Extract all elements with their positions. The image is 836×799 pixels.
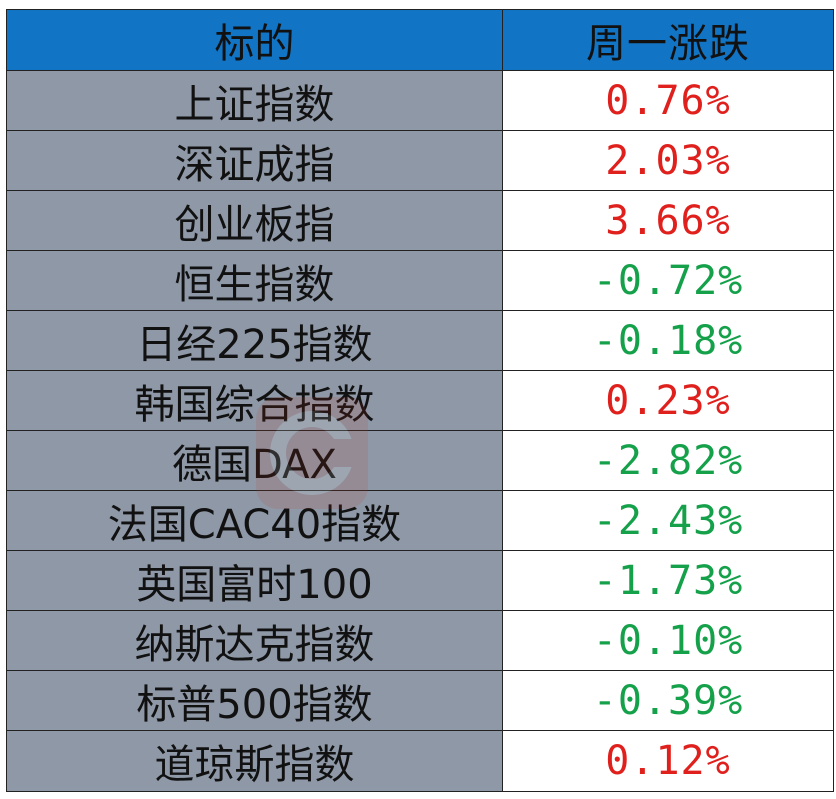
index-name-cell: 道琼斯指数 — [7, 731, 503, 791]
index-name-cell: 上证指数 — [7, 71, 503, 130]
change-value-cell: -2.43% — [503, 491, 833, 550]
index-name-cell: 德国DAX — [7, 431, 503, 490]
table-header-row: 标的 周一涨跌 — [7, 10, 833, 71]
change-value-cell: 0.76% — [503, 71, 833, 130]
table-row: 英国富时100 -1.73% — [7, 551, 833, 611]
change-value-cell: -0.10% — [503, 611, 833, 670]
index-name-cell: 韩国综合指数 — [7, 371, 503, 430]
change-value-cell: 0.12% — [503, 731, 833, 791]
table-row: 创业板指 3.66% — [7, 191, 833, 251]
change-value-cell: -2.82% — [503, 431, 833, 490]
index-name-cell: 深证成指 — [7, 131, 503, 190]
index-name-cell: 创业板指 — [7, 191, 503, 250]
table-row: 日经225指数 -0.18% — [7, 311, 833, 371]
change-value-cell: 3.66% — [503, 191, 833, 250]
table-row: 法国CAC40指数 -2.43% — [7, 491, 833, 551]
market-change-table: 标的 周一涨跌 上证指数 0.76% 深证成指 2.03% 创业板指 3.66% 恒生指数 -… — [6, 9, 834, 792]
index-name-cell: 恒生指数 — [7, 251, 503, 310]
index-name-cell: 标普500指数 — [7, 671, 503, 730]
change-value-cell: -0.72% — [503, 251, 833, 310]
index-name-cell: 英国富时100 — [7, 551, 503, 610]
table-body: 上证指数 0.76% 深证成指 2.03% 创业板指 3.66% 恒生指数 -0.72% 日经2… — [7, 71, 833, 791]
table-row: 道琼斯指数 0.12% — [7, 731, 833, 791]
table-row: 标普500指数 -0.39% — [7, 671, 833, 731]
index-name-cell: 日经225指数 — [7, 311, 503, 370]
change-value-cell: -0.39% — [503, 671, 833, 730]
header-name-cell: 标的 — [7, 10, 503, 70]
change-value-cell: 2.03% — [503, 131, 833, 190]
table-row: 韩国综合指数 0.23% — [7, 371, 833, 431]
table-row: 纳斯达克指数 -0.10% — [7, 611, 833, 671]
header-change-cell: 周一涨跌 — [503, 10, 833, 70]
change-value-cell: -0.18% — [503, 311, 833, 370]
table-row: 恒生指数 -0.72% — [7, 251, 833, 311]
table-row: 德国DAX -2.82% — [7, 431, 833, 491]
index-name-cell: 纳斯达克指数 — [7, 611, 503, 670]
change-value-cell: -1.73% — [503, 551, 833, 610]
change-value-cell: 0.23% — [503, 371, 833, 430]
index-name-cell: 法国CAC40指数 — [7, 491, 503, 550]
table-row: 深证成指 2.03% — [7, 131, 833, 191]
table-row: 上证指数 0.76% — [7, 71, 833, 131]
